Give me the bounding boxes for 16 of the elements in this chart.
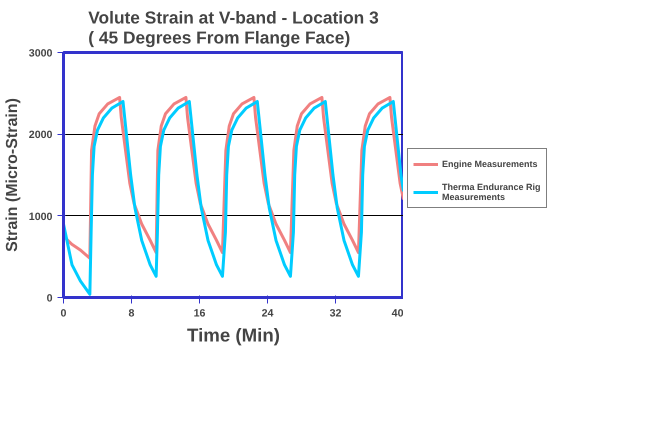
x-tick-label: 24 — [262, 308, 274, 320]
x-tick-label: 16 — [194, 308, 206, 320]
legend-label: Engine Measurements — [442, 159, 538, 169]
chart-title: Volute Strain at V-band - Location 3 ( 45 Degrees From Flange Face) — [88, 8, 380, 48]
y-tick-label: 2000 — [28, 129, 53, 142]
y-tick-label: 1000 — [28, 210, 53, 223]
y-tick-label: 3000 — [28, 48, 53, 60]
y-tick-label: 0 — [46, 292, 53, 304]
x-tick-label: 40 — [392, 308, 404, 320]
x-tick-label: 0 — [60, 308, 67, 320]
x-axis-title: Time (Min) — [187, 324, 280, 346]
line-series — [64, 100, 403, 296]
legend-label: Therma Endurance Rig Measurements — [442, 182, 541, 202]
x-tick-label: 32 — [330, 308, 342, 320]
x-tick-label: 8 — [128, 308, 135, 320]
y-axis-title: Strain (Micro-Strain) — [4, 98, 21, 252]
